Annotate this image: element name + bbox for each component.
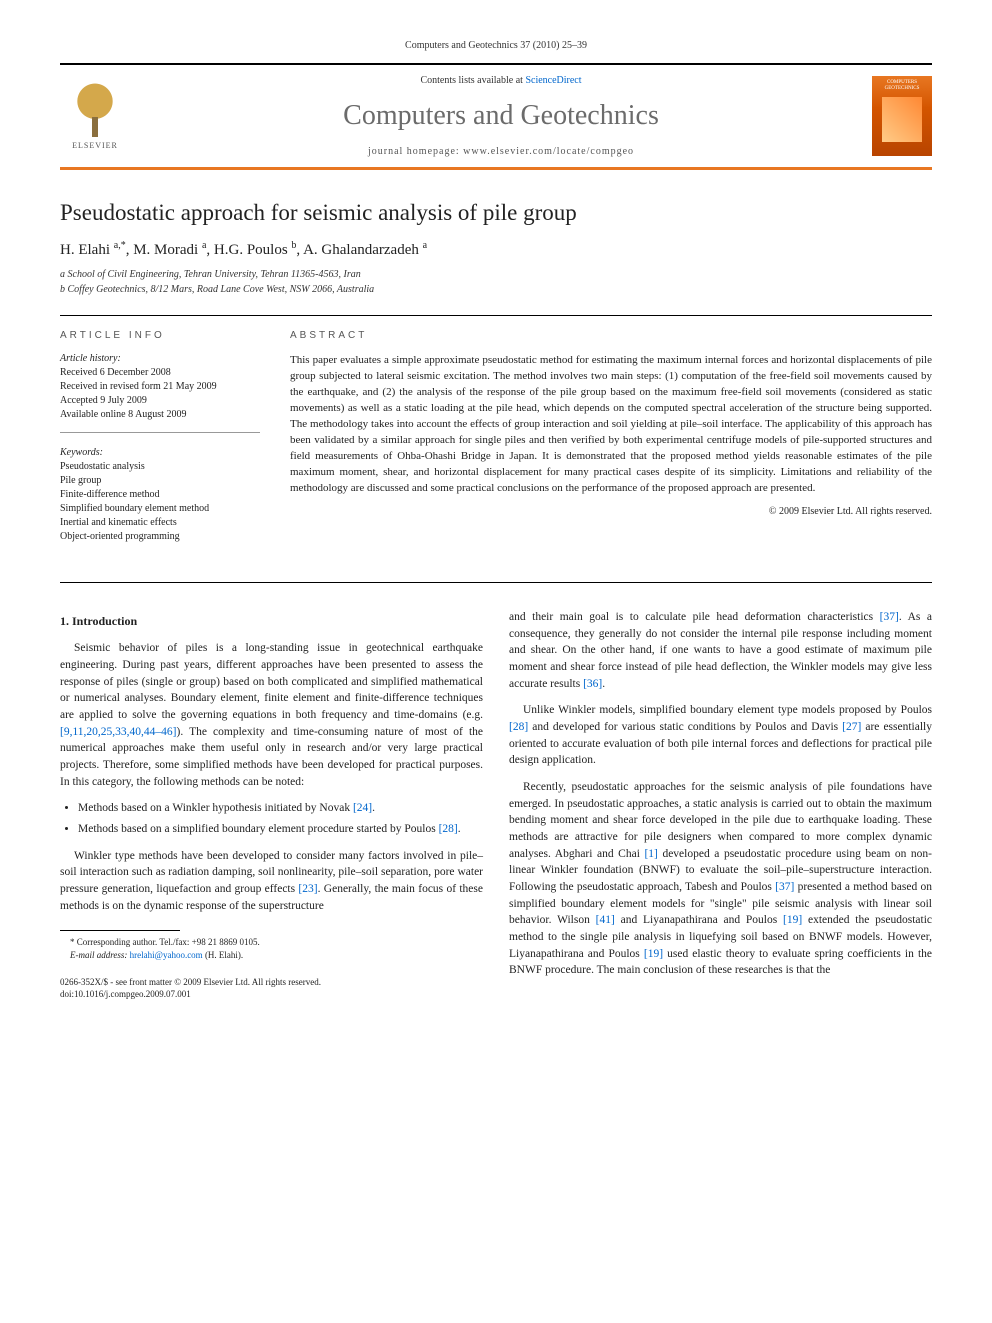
abstract-copyright: © 2009 Elsevier Ltd. All rights reserved… (290, 506, 932, 517)
homepage-prefix: journal homepage: (368, 146, 463, 157)
page-container: Computers and Geotechnics 37 (2010) 25–3… (0, 0, 992, 1041)
history-line-3: Available online 8 August 2009 (60, 408, 260, 422)
article-info-column: ARTICLE INFO Article history: Received 6… (60, 330, 260, 568)
keyword-3: Simplified boundary element method (60, 502, 260, 516)
keyword-4: Inertial and kinematic effects (60, 516, 260, 530)
keywords-block: Keywords: Pseudostatic analysis Pile gro… (60, 447, 260, 554)
cover-thumb-image (882, 97, 922, 142)
ref-link[interactable]: [19] (644, 948, 663, 960)
history-line-1: Received in revised form 21 May 2009 (60, 380, 260, 394)
journal-homepage: journal homepage: www.elsevier.com/locat… (130, 146, 872, 157)
email-label: E-mail address: (70, 950, 127, 960)
email-link[interactable]: hrelahi@yahoo.com (130, 950, 203, 960)
ref-link[interactable]: [24] (353, 802, 372, 814)
ref-link[interactable]: [41] (596, 914, 615, 926)
footer-doi: doi:10.1016/j.compgeo.2009.07.001 (60, 988, 483, 1001)
bullet-winkler: Methods based on a Winkler hypothesis in… (78, 800, 483, 817)
body-two-column: 1. Introduction Seismic behavior of pile… (60, 609, 932, 1001)
footer-line-1: 0266-352X/$ - see front matter © 2009 El… (60, 976, 483, 989)
info-abstract-row: ARTICLE INFO Article history: Received 6… (60, 315, 932, 583)
corresponding-author-footnote: * Corresponding author. Tel./fax: +98 21… (60, 936, 483, 949)
abstract-column: ABSTRACT This paper evaluates a simple a… (290, 330, 932, 568)
elsevier-label: ELSEVIER (72, 141, 118, 150)
history-line-0: Received 6 December 2008 (60, 366, 260, 380)
keyword-2: Finite-difference method (60, 488, 260, 502)
intro-paragraph-2b: and their main goal is to calculate pile… (509, 609, 932, 692)
email-author: (H. Elahi). (203, 950, 244, 960)
ref-link[interactable]: [19] (783, 914, 802, 926)
ref-link[interactable]: [23] (298, 883, 317, 895)
ref-link[interactable]: [27] (842, 721, 861, 733)
journal-cover-thumbnail: COMPUTERS GEOTECHNICS (872, 76, 932, 156)
journal-name: Computers and Geotechnics (130, 100, 872, 132)
intro-paragraph-1: Seismic behavior of piles is a long-stan… (60, 640, 483, 790)
affiliation-b: b Coffey Geotechnics, 8/12 Mars, Road La… (60, 282, 932, 297)
section-1-heading: 1. Introduction (60, 613, 483, 630)
elsevier-logo: ELSEVIER (60, 76, 130, 156)
footer-copyright: 0266-352X/$ - see front matter © 2009 El… (60, 976, 483, 1001)
history-line-2: Accepted 9 July 2009 (60, 394, 260, 408)
email-footnote: E-mail address: hrelahi@yahoo.com (H. El… (60, 949, 483, 962)
intro-paragraph-3: Unlike Winkler models, simplified bounda… (509, 702, 932, 769)
affiliations: a School of Civil Engineering, Tehran Un… (60, 267, 932, 297)
header-center: Contents lists available at ScienceDirec… (130, 75, 872, 157)
authors-line: H. Elahi a,*, M. Moradi a, H.G. Poulos b… (60, 240, 932, 259)
abstract-heading: ABSTRACT (290, 330, 932, 341)
affiliation-a: a School of Civil Engineering, Tehran Un… (60, 267, 932, 282)
history-label: Article history: (60, 353, 260, 364)
sciencedirect-link[interactable]: ScienceDirect (525, 75, 581, 86)
ref-link[interactable]: [37] (880, 611, 899, 623)
ref-link[interactable]: [37] (775, 881, 794, 893)
journal-header-box: ELSEVIER Contents lists available at Sci… (60, 63, 932, 170)
keyword-1: Pile group (60, 474, 260, 488)
article-info-heading: ARTICLE INFO (60, 330, 260, 341)
homepage-url: www.elsevier.com/locate/compgeo (463, 146, 634, 157)
cover-thumb-title: COMPUTERS GEOTECHNICS (876, 80, 928, 91)
abstract-text: This paper evaluates a simple approximat… (290, 353, 932, 496)
keyword-0: Pseudostatic analysis (60, 460, 260, 474)
keyword-5: Object-oriented programming (60, 530, 260, 544)
intro-paragraph-4: Recently, pseudostatic approaches for th… (509, 779, 932, 979)
ref-link[interactable]: [36] (583, 678, 602, 690)
intro-paragraph-2: Winkler type methods have been developed… (60, 848, 483, 915)
article-history-block: Article history: Received 6 December 200… (60, 353, 260, 433)
article-title: Pseudostatic approach for seismic analys… (60, 200, 932, 226)
contents-available-line: Contents lists available at ScienceDirec… (130, 75, 872, 86)
bullet-boundary-element: Methods based on a simplified boundary e… (78, 821, 483, 838)
ref-link[interactable]: [28] (439, 823, 458, 835)
methods-bullet-list: Methods based on a Winkler hypothesis in… (78, 800, 483, 837)
elsevier-tree-icon (70, 82, 120, 137)
keywords-label: Keywords: (60, 447, 260, 458)
contents-prefix: Contents lists available at (420, 75, 525, 86)
running-header: Computers and Geotechnics 37 (2010) 25–3… (60, 40, 932, 51)
ref-link[interactable]: [1] (644, 848, 657, 860)
footnote-separator (60, 930, 180, 931)
ref-link[interactable]: [9,11,20,25,33,40,44–46] (60, 726, 176, 738)
ref-link[interactable]: [28] (509, 721, 528, 733)
